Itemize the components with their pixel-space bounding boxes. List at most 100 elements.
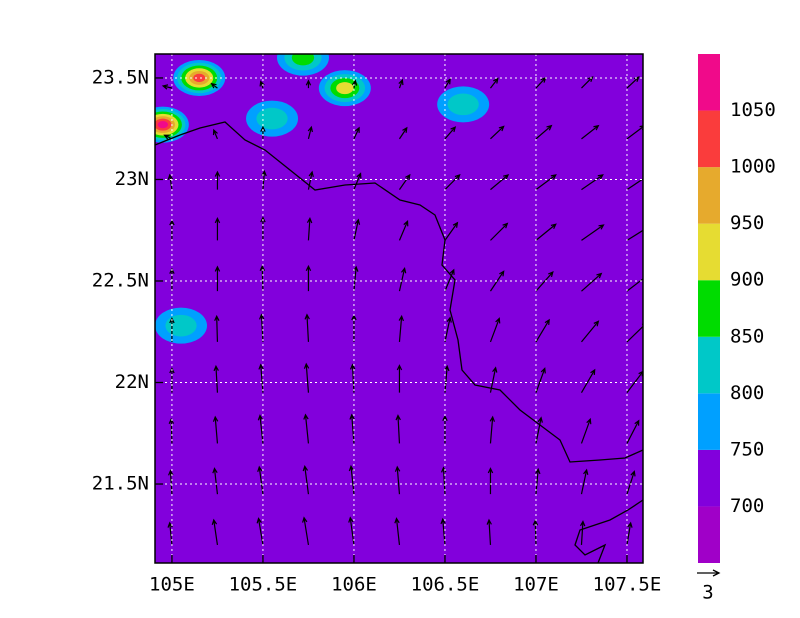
- wind-vector: [212, 128, 218, 140]
- wind-vector: [214, 217, 221, 241]
- contour-patch: [165, 314, 197, 337]
- wind-vector: [302, 516, 310, 546]
- field-background: [155, 54, 643, 563]
- wind-vector: [444, 221, 459, 241]
- contour-patch: [447, 93, 479, 116]
- wind-vector: [258, 313, 265, 342]
- wind-vector: [535, 416, 543, 444]
- wind-vector: [398, 314, 404, 342]
- x-tick-label: 106E: [331, 574, 377, 596]
- wind-vector: [580, 368, 596, 393]
- colorbar-label: 1000: [730, 156, 776, 178]
- wind-vector: [161, 84, 173, 90]
- wind-vector: [626, 470, 636, 495]
- y-tick-label: 22.5N: [92, 269, 149, 291]
- contour-patch: [291, 54, 315, 66]
- colorbar-label: 700: [730, 495, 764, 517]
- contour-patch: [193, 73, 206, 83]
- y-tick-label: 21.5N: [92, 473, 149, 495]
- wind-vector: [486, 518, 492, 545]
- border-line: [154, 121, 644, 463]
- y-tick-label: 23N: [115, 168, 149, 190]
- colorbar-segment: [698, 223, 720, 281]
- wind-vector: [307, 170, 314, 190]
- wind-vector: [490, 125, 505, 140]
- wind-vector: [487, 467, 494, 495]
- wind-vector: [398, 126, 408, 140]
- wind-vector: [257, 465, 264, 495]
- wind-vector: [211, 518, 219, 546]
- wind-vector: [535, 174, 557, 191]
- wind-vector: [489, 415, 496, 444]
- wind-vector: [214, 265, 221, 292]
- reference-label: 3: [702, 582, 713, 604]
- wind-vector: [535, 124, 553, 140]
- wind-vector: [351, 79, 358, 89]
- y-tick-label: 22N: [115, 371, 149, 393]
- wind-vector: [581, 320, 600, 343]
- wind-vector: [210, 82, 218, 89]
- wind-vector: [626, 521, 633, 546]
- wind-vector: [396, 364, 403, 393]
- wind-vector: [626, 278, 643, 292]
- wind-vector: [490, 222, 509, 241]
- x-tick-label: 107E: [513, 574, 559, 596]
- coast-line: [574, 499, 644, 564]
- colorbar-segment: [698, 449, 720, 507]
- colorbar-label: 1050: [730, 99, 776, 121]
- wind-vector: [305, 79, 312, 89]
- wind-vector: [580, 417, 592, 444]
- colorbar-segment: [698, 110, 720, 168]
- wind-vector: [394, 517, 401, 545]
- wind-vector: [535, 318, 550, 343]
- plot-content: [155, 54, 643, 563]
- wind-vector: [581, 174, 604, 191]
- y-tick-label: 23.5N: [92, 66, 149, 88]
- wind-vector: [305, 264, 312, 292]
- wind-vector: [490, 174, 510, 191]
- wind-vector: [259, 264, 266, 292]
- wind-vector: [214, 314, 220, 342]
- wind-vector: [535, 223, 557, 241]
- wind-vector: [626, 125, 643, 140]
- wind-vector: [353, 126, 360, 140]
- wind-vector: [626, 323, 643, 343]
- wind-vector: [349, 413, 355, 444]
- wind-vector: [535, 271, 554, 292]
- wind-vector: [398, 267, 407, 292]
- wind-vector: [581, 272, 603, 292]
- colorbar-segment: [698, 336, 720, 394]
- colorbar-segment: [698, 393, 720, 450]
- wind-vector: [581, 224, 605, 241]
- colorbar-label: 800: [730, 382, 764, 404]
- wind-vector: [444, 364, 450, 393]
- colorbar-segment: [698, 167, 720, 224]
- colorbar: 700 750 800 850 900 950 1000 1050: [698, 54, 776, 563]
- wind-vector: [307, 125, 313, 140]
- contour-patch: [256, 107, 288, 130]
- wind-vector: [444, 126, 457, 140]
- map-layer: [155, 54, 643, 563]
- x-tick-label: 107.5E: [593, 574, 662, 596]
- wind-vector: [302, 464, 310, 495]
- plot-frame: [154, 53, 644, 564]
- wind-vector: [579, 520, 586, 545]
- colorbar-label: 750: [730, 438, 764, 460]
- wind-vector: [444, 316, 452, 343]
- wind-vector: [489, 270, 505, 292]
- wind-vector: [214, 170, 221, 190]
- wind-vector: [535, 367, 546, 393]
- reference-arrow-head: [712, 569, 721, 577]
- wind-vector: [580, 468, 589, 495]
- wind-vector: [212, 415, 219, 444]
- wind-vector: [581, 76, 594, 89]
- colorbar-label: 900: [730, 269, 764, 291]
- wind-vector: [394, 465, 401, 495]
- wind-vector: [398, 220, 409, 241]
- wind-vector: [489, 317, 501, 343]
- wind-vector: [258, 363, 264, 393]
- wind-vector: [348, 516, 355, 546]
- colorbar-segment: [698, 54, 720, 111]
- wind-vector: [444, 173, 461, 191]
